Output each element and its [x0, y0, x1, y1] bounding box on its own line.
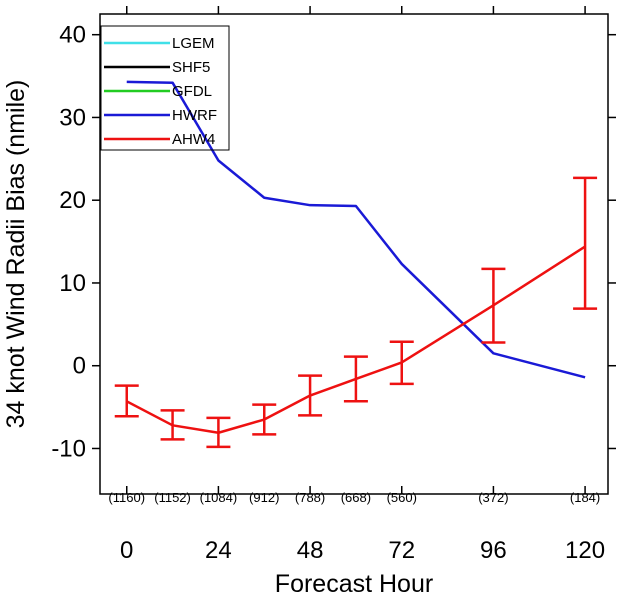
x-tick-label: 48 [297, 537, 324, 564]
x-tick-label: 96 [480, 537, 507, 564]
y-tick-label: -10 [51, 435, 86, 462]
sample-count: (1084) [200, 490, 238, 505]
error-bar [298, 374, 323, 417]
y-tick-label: 0 [73, 353, 86, 380]
sample-count: (668) [341, 490, 371, 505]
sample-count: (560) [387, 490, 417, 505]
x-tick-label: 24 [205, 537, 232, 564]
y-tick-label: 20 [59, 187, 86, 214]
series-line-hwrf [126, 80, 586, 379]
sample-count: (372) [478, 490, 508, 505]
legend: LGEM SHF5 GFDL HWRF AHW4 [100, 25, 230, 151]
sample-count: (912) [249, 490, 279, 505]
error-bar [573, 176, 598, 310]
sample-count: (1152) [154, 490, 191, 505]
y-axis-title: 34 knot Wind Radii Bias (nmile) [2, 80, 30, 429]
series-layer [114, 80, 598, 449]
plot-frame [99, 13, 609, 495]
error-bar [481, 267, 506, 344]
x-tick-label: 72 [388, 537, 415, 564]
x-axis-title: Forecast Hour [275, 570, 433, 598]
axis-ticks: 0 24 48 72 96 120 -10 0 10 20 30 40 [51, 6, 616, 564]
legend-entry-ahw4: AHW4 [104, 131, 215, 148]
error-bar [206, 416, 231, 449]
sample-counts: (1160) (1152) (1084) (912) (788) (668) (560) (3… [108, 490, 600, 505]
legend-entry-lgem: LGEM [104, 35, 215, 52]
series-line-ahw4 [126, 245, 586, 435]
y-tick-label: 40 [59, 22, 86, 49]
error-bar [389, 340, 414, 386]
legend-box [100, 25, 230, 151]
error-bar [343, 355, 368, 403]
legend-label: HWRF [172, 107, 217, 124]
y-tick-label: 10 [59, 270, 86, 297]
error-bar [114, 384, 139, 418]
legend-label: SHF5 [172, 59, 210, 76]
x-tick-label: 0 [120, 537, 133, 564]
x-tick-label: 120 [565, 537, 605, 564]
legend-label: AHW4 [172, 131, 215, 148]
legend-entry-gfdl: GFDL [104, 83, 212, 100]
legend-entry-shf5: SHF5 [104, 59, 210, 76]
legend-label: LGEM [172, 35, 215, 52]
sample-count: (788) [295, 490, 325, 505]
legend-entry-hwrf: HWRF [104, 107, 217, 124]
y-tick-label: 30 [59, 104, 86, 131]
error-bar [160, 409, 185, 441]
sample-count: (1160) [108, 490, 145, 505]
sample-count: (184) [570, 490, 600, 505]
error-bar [252, 403, 277, 436]
legend-label: GFDL [172, 83, 212, 100]
